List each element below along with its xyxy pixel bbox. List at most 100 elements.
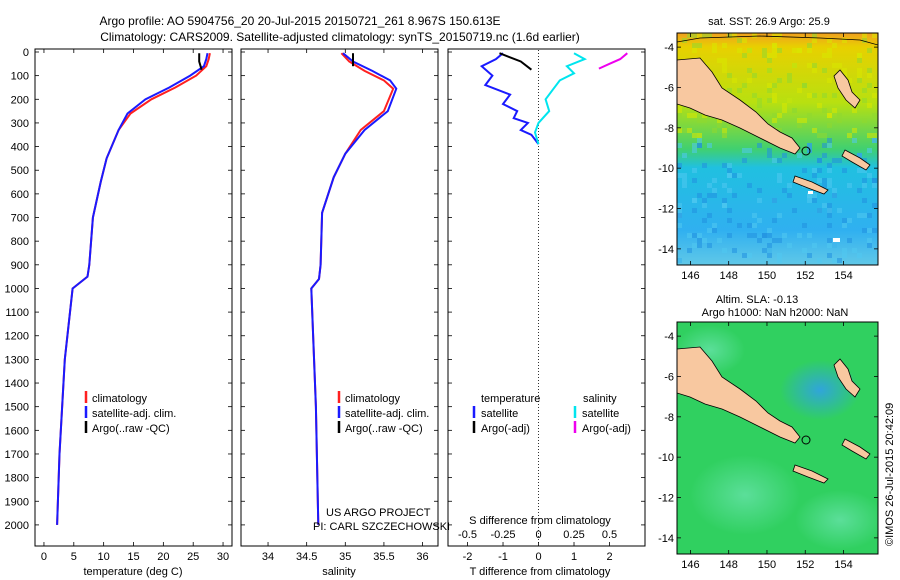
sst-pixel <box>842 223 847 228</box>
sst-pixel <box>827 143 832 148</box>
sst-pixel <box>812 63 817 68</box>
sst-pixel <box>837 158 842 163</box>
depth-axis: 0 100 200 300 400 500 600 700 800 900 1000 1100 1200… <box>5 47 645 532</box>
x-tick-label: 35.5 <box>373 551 394 563</box>
sst-pixel <box>832 43 837 48</box>
map-x-tick-label: 150 <box>758 270 776 282</box>
sst-pixel <box>772 118 777 123</box>
sst-pixel <box>677 258 682 263</box>
sst-pixel <box>812 193 817 198</box>
sst-pixel <box>867 48 872 53</box>
sst-pixel <box>757 188 762 193</box>
sst-pixel <box>717 123 722 128</box>
legend-title-temperature: temperature <box>481 393 540 405</box>
legend-label-s-argo: Argo(-adj) <box>582 423 631 435</box>
sst-pixel <box>722 133 727 138</box>
sst-pixel <box>732 33 737 38</box>
sst-pixel <box>702 113 707 118</box>
sst-pixel <box>807 93 812 98</box>
sst-pixel <box>742 38 747 43</box>
series-line-climatology <box>56 53 211 525</box>
sst-pixel <box>862 88 867 93</box>
sst-pixel <box>782 103 787 108</box>
sst-pixel <box>707 193 712 198</box>
sst-pixel <box>692 198 697 203</box>
sst-pixel <box>832 258 837 263</box>
sst-pixel <box>782 108 787 113</box>
sst-pixel <box>707 228 712 233</box>
sst-pixel <box>777 178 782 183</box>
legend-label-argo: Argo(..raw -QC) <box>92 423 170 435</box>
sst-pixel <box>687 233 692 238</box>
sst-pixel <box>727 208 732 213</box>
sst-pixel <box>807 48 812 53</box>
sst-pixel <box>747 78 752 83</box>
sst-pixel <box>697 43 702 48</box>
depth-tick-label: 1900 <box>5 496 29 508</box>
sst-pixel <box>772 158 777 163</box>
sst-pixel <box>857 213 862 218</box>
legend-label-t-satellite: satellite <box>481 408 518 420</box>
sst-pixel <box>782 153 787 158</box>
sst-pixel <box>742 53 747 58</box>
sst-pixel <box>722 248 727 253</box>
sst-pixel <box>827 38 832 43</box>
x-tick-label: -1 <box>498 551 508 563</box>
depth-tick-label: 400 <box>11 142 29 154</box>
sst-pixel <box>852 128 857 133</box>
sst-pixel <box>777 113 782 118</box>
sst-pixel <box>867 103 872 108</box>
sst-pixel <box>812 243 817 248</box>
sst-pixel <box>807 43 812 48</box>
sst-pixel <box>732 78 737 83</box>
map-y-tick-label: -8 <box>664 123 674 135</box>
series-line-salinity-satellite <box>533 52 588 145</box>
land-new-guinea <box>677 57 801 155</box>
sst-pixel <box>867 228 872 233</box>
sst-pixel <box>752 213 757 218</box>
sst-pixel <box>862 168 867 173</box>
sst-pixel <box>747 253 752 258</box>
sst-pixel <box>777 258 782 263</box>
sst-pixel <box>822 133 827 138</box>
x-tick-label: 36 <box>416 551 428 563</box>
sst-pixel <box>852 108 857 113</box>
legend-label-argo: Argo(..raw -QC) <box>345 423 423 435</box>
sst-pixel <box>827 138 832 143</box>
sst-pixel <box>822 93 827 98</box>
s-tick-label: 0.5 <box>602 529 617 541</box>
sst-pixel <box>777 78 782 83</box>
sst-pixel <box>727 168 732 173</box>
sst-pixel <box>812 33 817 38</box>
sst-pixel <box>812 93 817 98</box>
sst-pixel <box>812 68 817 73</box>
sst-pixel <box>677 128 682 133</box>
sst-pixel <box>707 183 712 188</box>
sst-pixel <box>772 198 777 203</box>
sst-pixel <box>787 243 792 248</box>
sst-pixel <box>692 33 697 38</box>
sst-pixel <box>867 238 872 243</box>
sst-pixel <box>712 223 717 228</box>
sst-pixel <box>857 253 862 258</box>
s-tick-label: -0.25 <box>490 529 515 541</box>
sst-pixel <box>797 48 802 53</box>
sst-pixel <box>812 198 817 203</box>
s-difference-xlabel: S difference from climatology <box>469 515 611 527</box>
sst-pixel <box>762 53 767 58</box>
x-tick-label: 35 <box>339 551 351 563</box>
depth-tick-label: 1600 <box>5 425 29 437</box>
sst-pixel <box>692 168 697 173</box>
sst-pixel <box>862 33 867 38</box>
imos-timestamp: ©IMOS 26-Jul-2015 20:42:09 <box>884 403 896 546</box>
sst-pixel <box>812 38 817 43</box>
legend-label-t-argo: Argo(-adj) <box>481 423 530 435</box>
sst-pixel <box>852 248 857 253</box>
sst-pixel <box>807 143 812 148</box>
salinity-plot: 34 34.5 35 35.5 36 <box>262 49 429 563</box>
sst-pixel <box>862 228 867 233</box>
sst-pixel <box>792 208 797 213</box>
depth-tick-label: 1800 <box>5 473 29 485</box>
depth-tick-label: 1200 <box>5 331 29 343</box>
sst-pixel <box>777 33 782 38</box>
